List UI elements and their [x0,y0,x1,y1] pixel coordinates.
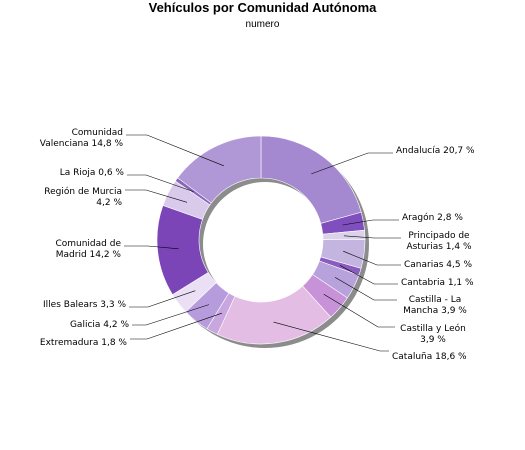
slice-labels: Andalucía 20,7 % Aragón 2,8 % Principado d… [40,128,475,362]
chart-title: Vehículos por Comunidad Autónoma [148,0,377,15]
label-castilla-y-leon: Castilla y León 3,9 % [400,323,466,345]
leader-line-comunidad-valenciana [126,134,224,167]
label-extremadura: Extremadura 1,8 % [40,338,128,348]
leader-line-aragon [342,219,399,226]
leader-line-castilla-y-leon [323,294,395,328]
chart-subtitle: numero [245,19,280,30]
label-comunidad-de-madrid: Comunidad de Madrid 14,2 % [55,239,121,260]
label-andalucia: Andalucía 20,7 % [396,146,475,156]
slice-andalucia[interactable] [260,135,362,224]
leader-line-andalucia [311,152,393,175]
label-la-rioja: La Rioja 0,6 % [60,168,125,178]
leader-line-cataluna [273,321,389,352]
leader-line-region-de-murcia [125,189,188,203]
leader-line-castilla-la-mancha [334,277,397,301]
leader-line-galicia [132,304,209,326]
label-cataluna: Cataluña 18,6 % [392,352,467,362]
label-illes-balears: Illes Balears 3,3 % [43,300,126,310]
leader-line-canarias [343,250,401,266]
leader-line-extremadura [130,312,222,340]
label-principado-de-asturias: Principado de Asturias 1,4 % [406,231,472,252]
leader-line-illes-balears [129,290,196,308]
label-castilla-la-mancha: Castilla - La Mancha 3,9 % [403,295,467,316]
label-comunidad-valenciana: Comunidad Valenciana 14,8 % [40,128,124,149]
label-region-de-murcia: Región de Murcia 4,2 % [44,186,122,208]
leader-line-comunidad-de-madrid [124,245,179,250]
label-canarias: Canarias 4,5 % [404,260,472,270]
label-galicia: Galicia 4,2 % [70,320,129,330]
leader-line-cantabria [339,265,398,285]
leader-line-la-rioja [127,174,194,192]
label-cantabria: Cantabria 1,1 % [401,278,474,288]
label-aragon: Aragón 2,8 % [402,212,463,223]
leader-line-principado-de-asturias [343,235,401,239]
slice-comunidad-valenciana[interactable] [177,135,262,204]
donut-slices [156,135,366,345]
leader-lines [124,134,401,352]
